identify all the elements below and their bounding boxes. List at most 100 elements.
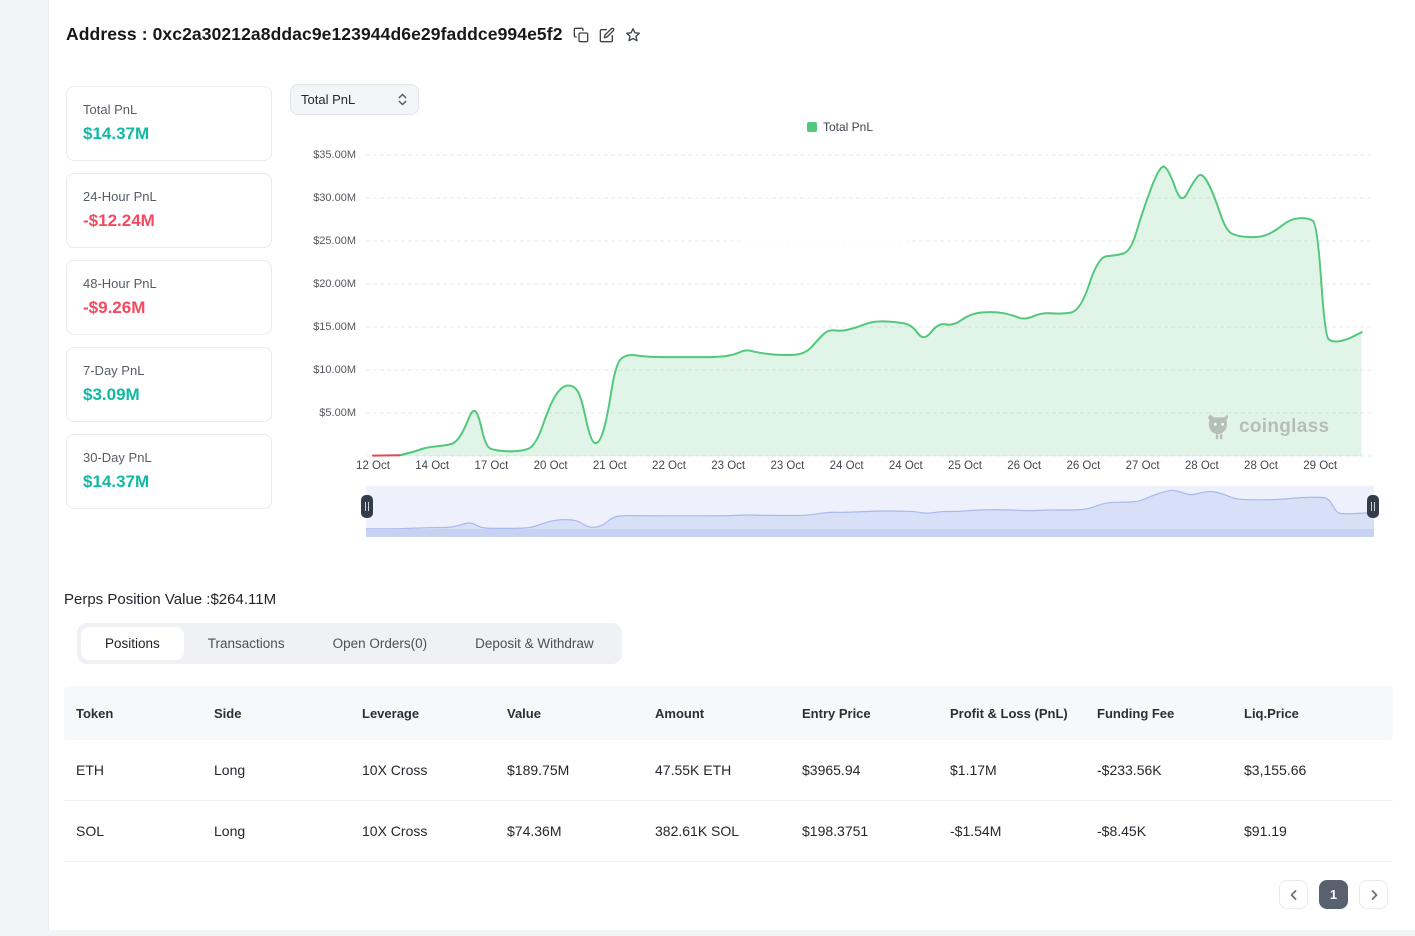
- x-tick-label: 28 Oct: [1244, 460, 1278, 472]
- x-tick-label: 20 Oct: [533, 460, 568, 472]
- x-tick-label: 14 Oct: [415, 460, 450, 472]
- x-tick-label: 26 Oct: [1066, 460, 1101, 472]
- x-tick-label: 27 Oct: [1125, 460, 1160, 472]
- x-tick-label: 28 Oct: [1184, 460, 1219, 472]
- value-cell: $189.75M: [507, 762, 570, 778]
- liq-price-cell: $91.19: [1244, 823, 1287, 839]
- coinglass-logo-icon: [1208, 414, 1228, 440]
- side-cell: Long: [214, 823, 246, 839]
- funding-fee-cell: -$233.56K: [1097, 762, 1162, 778]
- token-cell: ETH: [76, 762, 104, 778]
- x-tick-label: 24 Oct: [829, 460, 864, 472]
- page-1-button[interactable]: 1: [1319, 880, 1348, 909]
- x-tick-label: 29 Oct: [1303, 460, 1338, 472]
- x-tick-label: 23 Oct: [711, 460, 746, 472]
- watermark-text: coinglass: [1239, 416, 1330, 437]
- stat-card-7d-pnl: 7-Day PnL $3.09M: [66, 347, 272, 422]
- tab-transactions[interactable]: Transactions: [207, 636, 285, 651]
- stat-card-total-pnl: Total PnL $14.37M: [66, 86, 272, 161]
- star-icon[interactable]: [625, 27, 641, 43]
- stat-label: 30-Day PnL: [83, 450, 152, 465]
- entry-price-cell: $198.3751: [802, 823, 869, 839]
- x-tick-label: 21 Oct: [592, 460, 627, 472]
- chevron-right-icon: [1371, 889, 1377, 900]
- amount-cell: 382.61K SOL: [655, 823, 740, 839]
- x-tick-label: 17 Oct: [474, 460, 509, 472]
- tab-positions[interactable]: Positions: [81, 627, 184, 660]
- metric-select[interactable]: Total PnL: [290, 84, 419, 115]
- col-token: Token: [76, 705, 114, 721]
- stat-card-30d-pnl: 30-Day PnL $14.37M: [66, 434, 272, 509]
- col-pnl: Profit & Loss (PnL): [950, 705, 1068, 721]
- edit-icon[interactable]: [599, 27, 615, 43]
- stat-label: Total PnL: [83, 102, 138, 117]
- tab-open-orders[interactable]: Open Orders(0): [332, 636, 428, 651]
- token-cell: SOL: [76, 823, 105, 839]
- col-side: Side: [214, 705, 242, 721]
- main-panel: Address : 0xc2a30212a8ddac9e123944d6e29f…: [48, 0, 1415, 930]
- value-cell: $74.36M: [507, 823, 562, 839]
- stat-label: 24-Hour PnL: [83, 189, 157, 204]
- perps-position-value: Perps Position Value :$264.11M: [64, 591, 277, 608]
- chart-navigator[interactable]: [366, 486, 1375, 537]
- y-tick-label: $30.00M: [313, 192, 356, 204]
- chart-legend[interactable]: Total PnL: [807, 120, 873, 134]
- table-row-eth: ETH Long 10X Cross $189.75M 47.55K ETH $…: [64, 740, 1393, 801]
- tooltip-remnant: [739, 210, 911, 282]
- stat-label: 48-Hour PnL: [83, 276, 157, 291]
- x-tick-label: 24 Oct: [888, 460, 923, 472]
- pnl-cell: -$1.54M: [950, 823, 1002, 839]
- stat-value: $14.37M: [83, 124, 150, 143]
- metric-select-value: Total PnL: [301, 92, 356, 107]
- page-title: Address : 0xc2a30212a8ddac9e123944d6e29f…: [66, 24, 563, 44]
- col-value: Value: [507, 705, 541, 721]
- funding-fee-cell: -$8.45K: [1097, 823, 1147, 839]
- chart-x-axis: 12 Oct 14 Oct 17 Oct 20 Oct 21 Oct 22 Oct 23 O…: [356, 460, 1374, 476]
- y-tick-label: $35.00M: [313, 149, 356, 161]
- coinglass-watermark: coinglass: [1206, 412, 1329, 442]
- legend-swatch-icon: [807, 122, 817, 132]
- stat-card-24h-pnl: 24-Hour PnL -$12.24M: [66, 173, 272, 248]
- copy-icon[interactable]: [573, 27, 589, 43]
- col-liq-price: Liq.Price: [1244, 705, 1299, 721]
- address-header: Address : 0xc2a30212a8ddac9e123944d6e29f…: [66, 24, 641, 45]
- chevron-left-icon: [1290, 889, 1296, 900]
- chart-y-axis: $35.00M $30.00M $25.00M $20.00M $15.00M $10.0…: [289, 0, 356, 480]
- entry-price-cell: $3965.94: [802, 762, 861, 778]
- updown-chevron-icon: [398, 93, 407, 106]
- amount-cell: 47.55K ETH: [655, 762, 732, 778]
- x-tick-label: 25 Oct: [948, 460, 982, 472]
- prev-page-button[interactable]: [1279, 880, 1308, 909]
- liq-price-cell: $3,155.66: [1244, 762, 1307, 778]
- stat-value: $14.37M: [83, 472, 150, 491]
- side-cell: Long: [214, 762, 246, 778]
- leverage-cell: 10X Cross: [362, 762, 428, 778]
- y-tick-label: $20.00M: [313, 278, 356, 290]
- pagination: 1: [1279, 880, 1388, 909]
- stat-value: -$12.24M: [83, 211, 155, 230]
- x-tick-label: 23 Oct: [770, 460, 805, 472]
- table-header-row: Token Side Leverage Value Amount Entry P…: [64, 686, 1393, 740]
- pnl-cell: $1.17M: [950, 762, 997, 778]
- col-amount: Amount: [655, 705, 705, 721]
- stat-value: -$9.26M: [83, 298, 146, 317]
- y-tick-label: $10.00M: [313, 364, 356, 376]
- navigator-handle-left[interactable]: [361, 495, 373, 518]
- tabs-bar: Positions Transactions Open Orders(0) De…: [77, 623, 622, 664]
- col-funding-fee: Funding Fee: [1097, 705, 1175, 721]
- legend-label: Total PnL: [823, 120, 874, 134]
- navigator-handle-right[interactable]: [1367, 495, 1379, 518]
- y-tick-label: $25.00M: [313, 235, 356, 247]
- table-row-sol: SOL Long 10X Cross $74.36M 382.61K SOL $…: [64, 801, 1393, 862]
- y-tick-label: $5.00M: [319, 407, 356, 419]
- col-entry-price: Entry Price: [802, 705, 871, 721]
- leverage-cell: 10X Cross: [362, 823, 428, 839]
- x-tick-label: 22 Oct: [652, 460, 686, 472]
- y-tick-label: $15.00M: [313, 321, 356, 333]
- stat-card-48h-pnl: 48-Hour PnL -$9.26M: [66, 260, 272, 335]
- next-page-button[interactable]: [1359, 880, 1388, 909]
- tab-deposit-withdraw[interactable]: Deposit & Withdraw: [475, 636, 594, 651]
- x-tick-label: 12 Oct: [356, 460, 390, 472]
- col-leverage: Leverage: [362, 705, 420, 721]
- positions-table: Token Side Leverage Value Amount Entry P…: [64, 686, 1393, 862]
